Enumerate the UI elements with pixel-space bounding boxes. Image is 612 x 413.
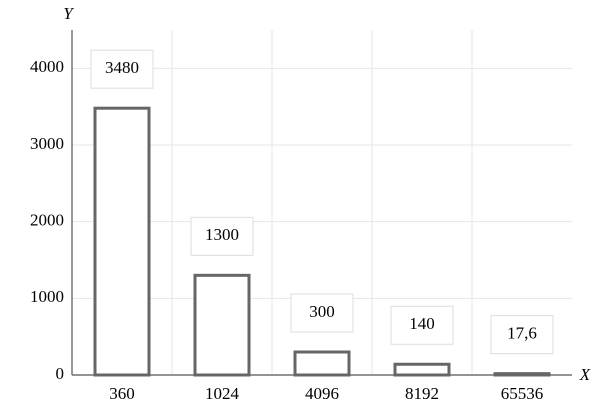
value-label-box (490, 315, 554, 355)
value-label: 3480 (105, 58, 139, 77)
bar (393, 362, 451, 377)
y-tick-label: 3000 (30, 134, 64, 153)
x-tick-label: 4096 (305, 384, 339, 403)
y-tick-label: 0 (56, 364, 65, 383)
value-label-box (90, 49, 154, 89)
bar (193, 273, 251, 377)
y-tick-label: 4000 (30, 57, 64, 76)
value-label: 1300 (205, 225, 239, 244)
value-label-box (390, 305, 454, 345)
x-tick-label: 8192 (405, 384, 439, 403)
x-tick-label: 1024 (205, 384, 240, 403)
x-tick-label: 65536 (501, 384, 544, 403)
bar (493, 372, 551, 377)
x-axis-label: X (579, 365, 591, 384)
value-label-box (190, 216, 254, 256)
y-tick-label: 2000 (30, 211, 64, 230)
value-label: 140 (409, 314, 435, 333)
x-tick-label: 360 (109, 384, 135, 403)
bar (93, 106, 151, 377)
y-axis-label: Y (63, 4, 74, 23)
value-label-box (290, 293, 354, 333)
value-label: 300 (309, 302, 335, 321)
bar (293, 350, 351, 377)
value-label: 17,6 (507, 324, 537, 343)
y-tick-label: 1000 (30, 287, 64, 306)
